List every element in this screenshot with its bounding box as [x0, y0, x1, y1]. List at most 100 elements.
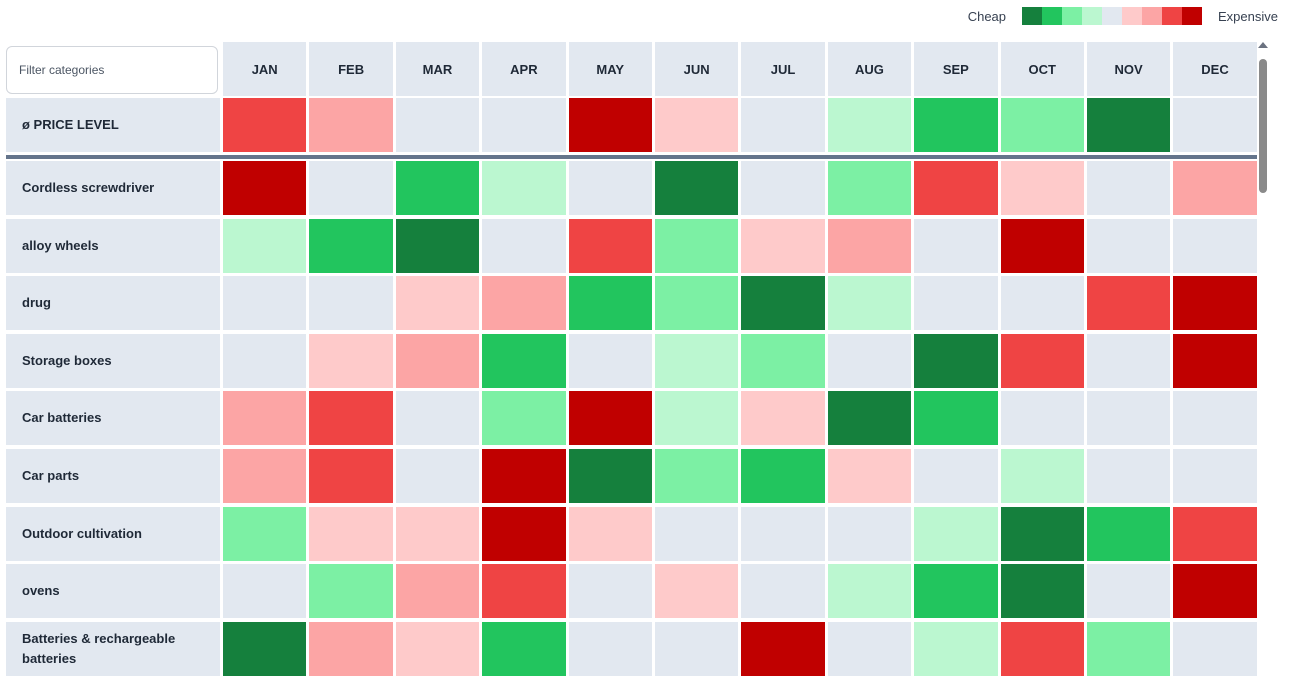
category-row-cell-dec[interactable] — [1173, 333, 1257, 388]
category-row-cell-oct[interactable] — [1000, 391, 1084, 446]
category-row-cell-oct[interactable] — [1000, 276, 1084, 331]
category-row-cell-feb[interactable] — [309, 276, 393, 331]
category-row-cell-oct[interactable] — [1000, 161, 1084, 215]
category-row-cell-sep[interactable] — [914, 621, 998, 676]
month-header-aug[interactable]: AUG — [827, 42, 912, 96]
category-row-cell-apr[interactable] — [482, 218, 566, 273]
category-row-cell-oct[interactable] — [1000, 621, 1084, 676]
category-row-cell-nov[interactable] — [1086, 621, 1171, 676]
category-row-cell-may[interactable] — [568, 448, 652, 503]
category-row-cell-oct[interactable] — [1000, 218, 1084, 273]
scroll-up-arrow-icon[interactable] — [1258, 42, 1268, 48]
category-row-cell-jul[interactable] — [741, 391, 825, 446]
category-row-cell-dec[interactable] — [1173, 391, 1257, 446]
category-row-cell-jul[interactable] — [741, 333, 825, 388]
category-row-cell-jun[interactable] — [654, 564, 739, 619]
category-row-cell-oct[interactable] — [1000, 448, 1084, 503]
category-row-cell-may[interactable] — [568, 506, 652, 561]
category-row-cell-dec[interactable] — [1173, 621, 1257, 676]
price-level-row-cell-oct[interactable] — [1000, 98, 1084, 152]
price-level-row-cell-apr[interactable] — [482, 98, 566, 152]
category-row-cell-oct[interactable] — [1000, 564, 1084, 619]
category-row-cell-jun[interactable] — [654, 218, 739, 273]
category-row-cell-apr[interactable] — [482, 448, 566, 503]
category-row-cell-aug[interactable] — [827, 506, 912, 561]
category-row-cell-nov[interactable] — [1086, 448, 1171, 503]
category-row-cell-aug[interactable] — [827, 391, 912, 446]
category-row-cell-jul[interactable] — [741, 506, 825, 561]
category-row-cell-sep[interactable] — [914, 506, 998, 561]
category-row-cell-apr[interactable] — [482, 276, 566, 331]
category-row-cell-jan[interactable] — [223, 276, 307, 331]
category-row-cell-dec[interactable] — [1173, 161, 1257, 215]
month-header-dec[interactable]: DEC — [1173, 42, 1257, 96]
category-row-cell-jun[interactable] — [654, 448, 739, 503]
category-row-cell-mar[interactable] — [395, 448, 480, 503]
category-row-cell-apr[interactable] — [482, 391, 566, 446]
category-row-cell-jul[interactable] — [741, 218, 825, 273]
category-row-cell-aug[interactable] — [827, 621, 912, 676]
month-header-apr[interactable]: APR — [482, 42, 566, 96]
category-row-cell-jan[interactable] — [223, 506, 307, 561]
price-level-row-cell-dec[interactable] — [1173, 98, 1257, 152]
category-row-cell-oct[interactable] — [1000, 506, 1084, 561]
category-row-cell-feb[interactable] — [309, 506, 393, 561]
category-row-cell-jan[interactable] — [223, 564, 307, 619]
category-row-cell-oct[interactable] — [1000, 333, 1084, 388]
month-header-jan[interactable]: JAN — [223, 42, 307, 96]
month-header-mar[interactable]: MAR — [395, 42, 480, 96]
price-level-row-cell-may[interactable] — [568, 98, 652, 152]
month-header-jul[interactable]: JUL — [741, 42, 825, 96]
category-row-cell-nov[interactable] — [1086, 161, 1171, 215]
price-level-row-cell-sep[interactable] — [914, 98, 998, 152]
category-row-cell-feb[interactable] — [309, 218, 393, 273]
category-row-cell-aug[interactable] — [827, 218, 912, 273]
month-header-sep[interactable]: SEP — [914, 42, 998, 96]
category-row-cell-apr[interactable] — [482, 333, 566, 388]
category-row-cell-apr[interactable] — [482, 506, 566, 561]
category-row-cell-feb[interactable] — [309, 333, 393, 388]
category-row-cell-aug[interactable] — [827, 276, 912, 331]
category-row-cell-nov[interactable] — [1086, 218, 1171, 273]
price-level-row-cell-jan[interactable] — [223, 98, 307, 152]
category-row-cell-feb[interactable] — [309, 564, 393, 619]
category-row-cell-mar[interactable] — [395, 333, 480, 388]
category-row-cell-jan[interactable] — [223, 218, 307, 273]
category-row-cell-feb[interactable] — [309, 448, 393, 503]
price-level-row-cell-jun[interactable] — [654, 98, 739, 152]
month-header-feb[interactable]: FEB — [309, 42, 393, 96]
category-row-cell-may[interactable] — [568, 218, 652, 273]
category-row-cell-jun[interactable] — [654, 506, 739, 561]
month-header-nov[interactable]: NOV — [1086, 42, 1171, 96]
category-row-cell-sep[interactable] — [914, 276, 998, 331]
category-row-cell-apr[interactable] — [482, 161, 566, 215]
filter-categories-input[interactable] — [6, 46, 218, 94]
category-row-cell-apr[interactable] — [482, 621, 566, 676]
category-row-cell-feb[interactable] — [309, 391, 393, 446]
category-row-cell-jun[interactable] — [654, 161, 739, 215]
category-row-cell-mar[interactable] — [395, 391, 480, 446]
category-row-cell-jul[interactable] — [741, 448, 825, 503]
category-row-cell-nov[interactable] — [1086, 333, 1171, 388]
category-row-cell-nov[interactable] — [1086, 276, 1171, 331]
category-row-cell-may[interactable] — [568, 564, 652, 619]
category-row-cell-aug[interactable] — [827, 161, 912, 215]
category-row-cell-may[interactable] — [568, 391, 652, 446]
category-row-cell-aug[interactable] — [827, 333, 912, 388]
category-row-cell-may[interactable] — [568, 621, 652, 676]
category-row-cell-mar[interactable] — [395, 161, 480, 215]
category-row-cell-mar[interactable] — [395, 506, 480, 561]
vertical-scrollbar[interactable] — [1256, 40, 1270, 679]
category-row-cell-jul[interactable] — [741, 564, 825, 619]
category-row-cell-dec[interactable] — [1173, 276, 1257, 331]
scrollbar-thumb[interactable] — [1259, 59, 1267, 193]
category-row-cell-dec[interactable] — [1173, 564, 1257, 619]
month-header-jun[interactable]: JUN — [654, 42, 739, 96]
category-row-cell-may[interactable] — [568, 161, 652, 215]
category-row-cell-jun[interactable] — [654, 333, 739, 388]
category-row-cell-sep[interactable] — [914, 564, 998, 619]
category-row-cell-nov[interactable] — [1086, 391, 1171, 446]
category-row-cell-sep[interactable] — [914, 391, 998, 446]
category-row-cell-jan[interactable] — [223, 161, 307, 215]
category-row-cell-apr[interactable] — [482, 564, 566, 619]
